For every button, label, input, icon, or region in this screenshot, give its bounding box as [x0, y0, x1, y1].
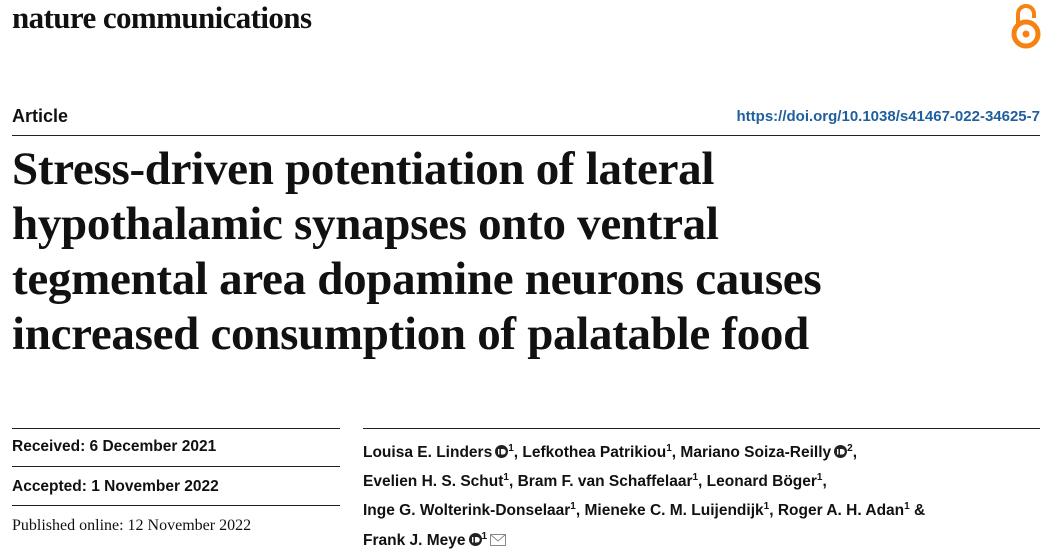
affiliation: 1 [666, 443, 672, 454]
open-access-icon [1011, 4, 1041, 49]
author-name: Frank J. Meye [363, 531, 466, 549]
affiliation: 1 [816, 472, 823, 484]
affiliation: 1 [763, 501, 770, 513]
author-name: Bram F. van Schaffelaar [517, 473, 693, 491]
affiliation: 1 [481, 530, 488, 542]
author-name: Inge G. Wolterink-Donselaar [363, 502, 571, 520]
conjunction: & [914, 502, 926, 520]
orcid-icon[interactable] [495, 445, 509, 459]
author-name: Mariano Soiza-Reilly [680, 444, 832, 462]
rule [363, 428, 1040, 429]
author-name: Evelien H. S. Schut [363, 473, 504, 491]
affiliation: 2 [847, 443, 853, 454]
doi-link[interactable]: https://doi.org/10.1038/s41467-022-34625… [736, 108, 1041, 125]
accepted-date: Accepted: 1 November 2022 [12, 478, 219, 495]
journal-name: nature communications [12, 0, 312, 35]
orcid-icon[interactable] [834, 445, 848, 459]
affiliation: 1 [692, 472, 699, 484]
page: nature communications Article https://do… [12, 0, 1041, 549]
rule [12, 505, 340, 506]
author: Inge G. Wolterink-Donselaar1 [363, 501, 580, 520]
title-line: Stress-driven potentiation of lateral [12, 143, 715, 195]
author: Bram F. van Schaffelaar1 [517, 472, 703, 491]
published-date: Published online: 12 November 2022 [12, 517, 252, 534]
author-name: Mieneke C. M. Luijendijk [584, 502, 764, 520]
affiliation: 1 [570, 501, 576, 513]
orcid-icon[interactable] [468, 532, 482, 546]
received-date: Received: 6 December 2021 [12, 438, 217, 455]
rule [12, 466, 340, 467]
title-line: tegmental area dopamine neurons causes [12, 253, 822, 305]
author: Louisa E. Linders 1 [363, 443, 518, 462]
title-line: hypothalamic synapses onto ventral [12, 198, 719, 250]
author: Roger A. H. Adan1 [777, 501, 910, 520]
author-name: Leonard Böger [706, 473, 817, 491]
affiliation: 1 [503, 472, 509, 484]
author: Lefkothea Patrikiou1 [522, 443, 676, 462]
email-icon[interactable] [490, 533, 507, 546]
author-name: Louisa E. Linders [363, 444, 493, 462]
author: Leonard Böger1 [706, 472, 827, 491]
article-type: Article [12, 106, 69, 126]
author-name: Lefkothea Patrikiou [522, 444, 667, 462]
affiliation: 1 [508, 443, 514, 454]
author: Evelien H. S. Schut1 [363, 472, 513, 491]
author: Mariano Soiza-Reilly 2 [680, 443, 857, 462]
rule [12, 135, 1040, 136]
title-line: increased consumption of palatable food [12, 308, 809, 360]
affiliation: 1 [904, 501, 910, 513]
author: Mieneke C. M. Luijendijk1 [584, 501, 773, 520]
rule [12, 428, 340, 429]
author-name: Roger A. H. Adan [777, 502, 905, 520]
author: Frank J. Meye 1 [363, 530, 488, 549]
